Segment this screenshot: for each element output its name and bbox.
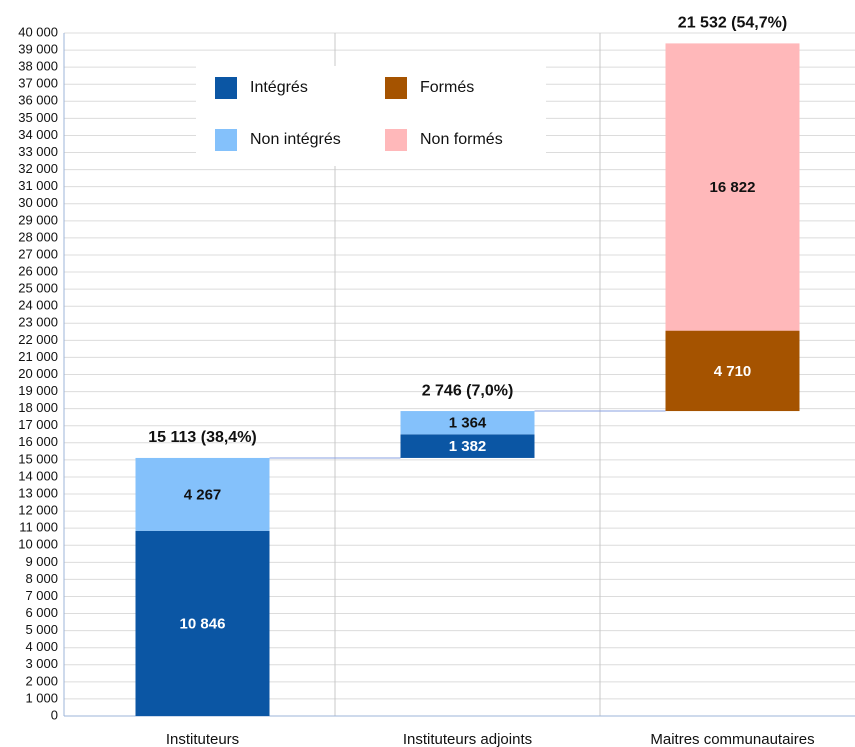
y-tick-label: 27 000 — [18, 246, 58, 261]
value-label: 16 822 — [710, 179, 756, 196]
y-tick-label: 39 000 — [18, 42, 58, 57]
value-label: 1 364 — [449, 415, 487, 432]
y-tick-label: 31 000 — [18, 178, 58, 193]
legend-background — [196, 66, 546, 166]
y-tick-label: 16 000 — [18, 434, 58, 449]
y-tick-label: 33 000 — [18, 144, 58, 159]
y-tick-label: 14 000 — [18, 468, 58, 483]
bar-segment — [400, 434, 535, 458]
y-tick-label: 20 000 — [18, 366, 58, 381]
y-tick-label: 2 000 — [25, 673, 58, 688]
y-tick-label: 17 000 — [18, 417, 58, 432]
y-tick-label: 28 000 — [18, 229, 58, 244]
legend-swatch — [385, 77, 407, 99]
y-tick-label: 11 000 — [19, 520, 58, 535]
y-tick-label: 23 000 — [18, 315, 58, 330]
y-tick-label: 12 000 — [18, 503, 58, 518]
y-tick-label: 38 000 — [18, 59, 58, 74]
y-tick-label: 25 000 — [18, 281, 58, 296]
y-tick-label: 8 000 — [25, 571, 58, 586]
bar-segment — [135, 530, 270, 716]
bar-segment — [665, 330, 800, 412]
y-tick-label: 34 000 — [18, 127, 58, 142]
legend-swatch — [215, 77, 237, 99]
y-tick-label: 26 000 — [18, 263, 58, 278]
x-tick-label: Instituteurs — [166, 731, 239, 747]
total-label: 2 746 (7,0%) — [422, 382, 514, 399]
y-tick-label: 13 000 — [18, 485, 58, 500]
y-tick-label: 3 000 — [25, 656, 58, 671]
y-tick-label: 0 — [51, 707, 58, 722]
y-tick-label: 40 000 — [18, 24, 58, 39]
y-tick-label: 24 000 — [18, 298, 58, 313]
bar-segment — [135, 457, 270, 531]
total-label: 15 113 (38,4%) — [148, 429, 257, 446]
legend: Intégrés Formés Non intégrés Non formés — [196, 66, 546, 166]
legend-swatch — [215, 129, 237, 151]
y-tick-label: 5 000 — [25, 622, 58, 637]
y-tick-label: 21 000 — [18, 349, 58, 364]
y-tick-label: 6 000 — [25, 605, 58, 620]
y-tick-label: 4 000 — [25, 639, 58, 654]
y-tick-label: 30 000 — [18, 195, 58, 210]
legend-label: Intégrés — [250, 79, 308, 96]
bar-segment — [400, 411, 535, 435]
y-tick-label: 15 000 — [18, 451, 58, 466]
y-tick-label: 7 000 — [25, 588, 58, 603]
x-tick-label: Maitres communautaires — [650, 731, 814, 747]
legend-label: Formés — [420, 79, 474, 96]
y-tick-label: 36 000 — [18, 93, 58, 108]
value-label: 4 710 — [714, 363, 752, 380]
y-tick-label: 35 000 — [18, 110, 58, 125]
bar-segment — [665, 43, 800, 331]
y-tick-label: 29 000 — [18, 212, 58, 227]
legend-swatch — [385, 129, 407, 151]
y-tick-label: 19 000 — [18, 383, 58, 398]
y-tick-label: 32 000 — [18, 161, 58, 176]
legend-label: Non intégrés — [250, 131, 341, 148]
x-tick-label: Instituteurs adjoints — [403, 731, 532, 747]
y-tick-label: 10 000 — [18, 537, 58, 552]
y-tick-label: 1 000 — [25, 690, 58, 705]
value-label: 10 846 — [180, 615, 226, 632]
y-tick-label: 9 000 — [25, 554, 58, 569]
value-label: 4 267 — [184, 486, 222, 503]
legend-label: Non formés — [420, 131, 503, 148]
total-label: 21 532 (54,7%) — [678, 15, 787, 32]
value-label: 1 382 — [449, 438, 487, 455]
y-tick-label: 18 000 — [18, 400, 58, 415]
y-tick-label: 22 000 — [18, 332, 58, 347]
y-tick-label: 37 000 — [18, 76, 58, 91]
